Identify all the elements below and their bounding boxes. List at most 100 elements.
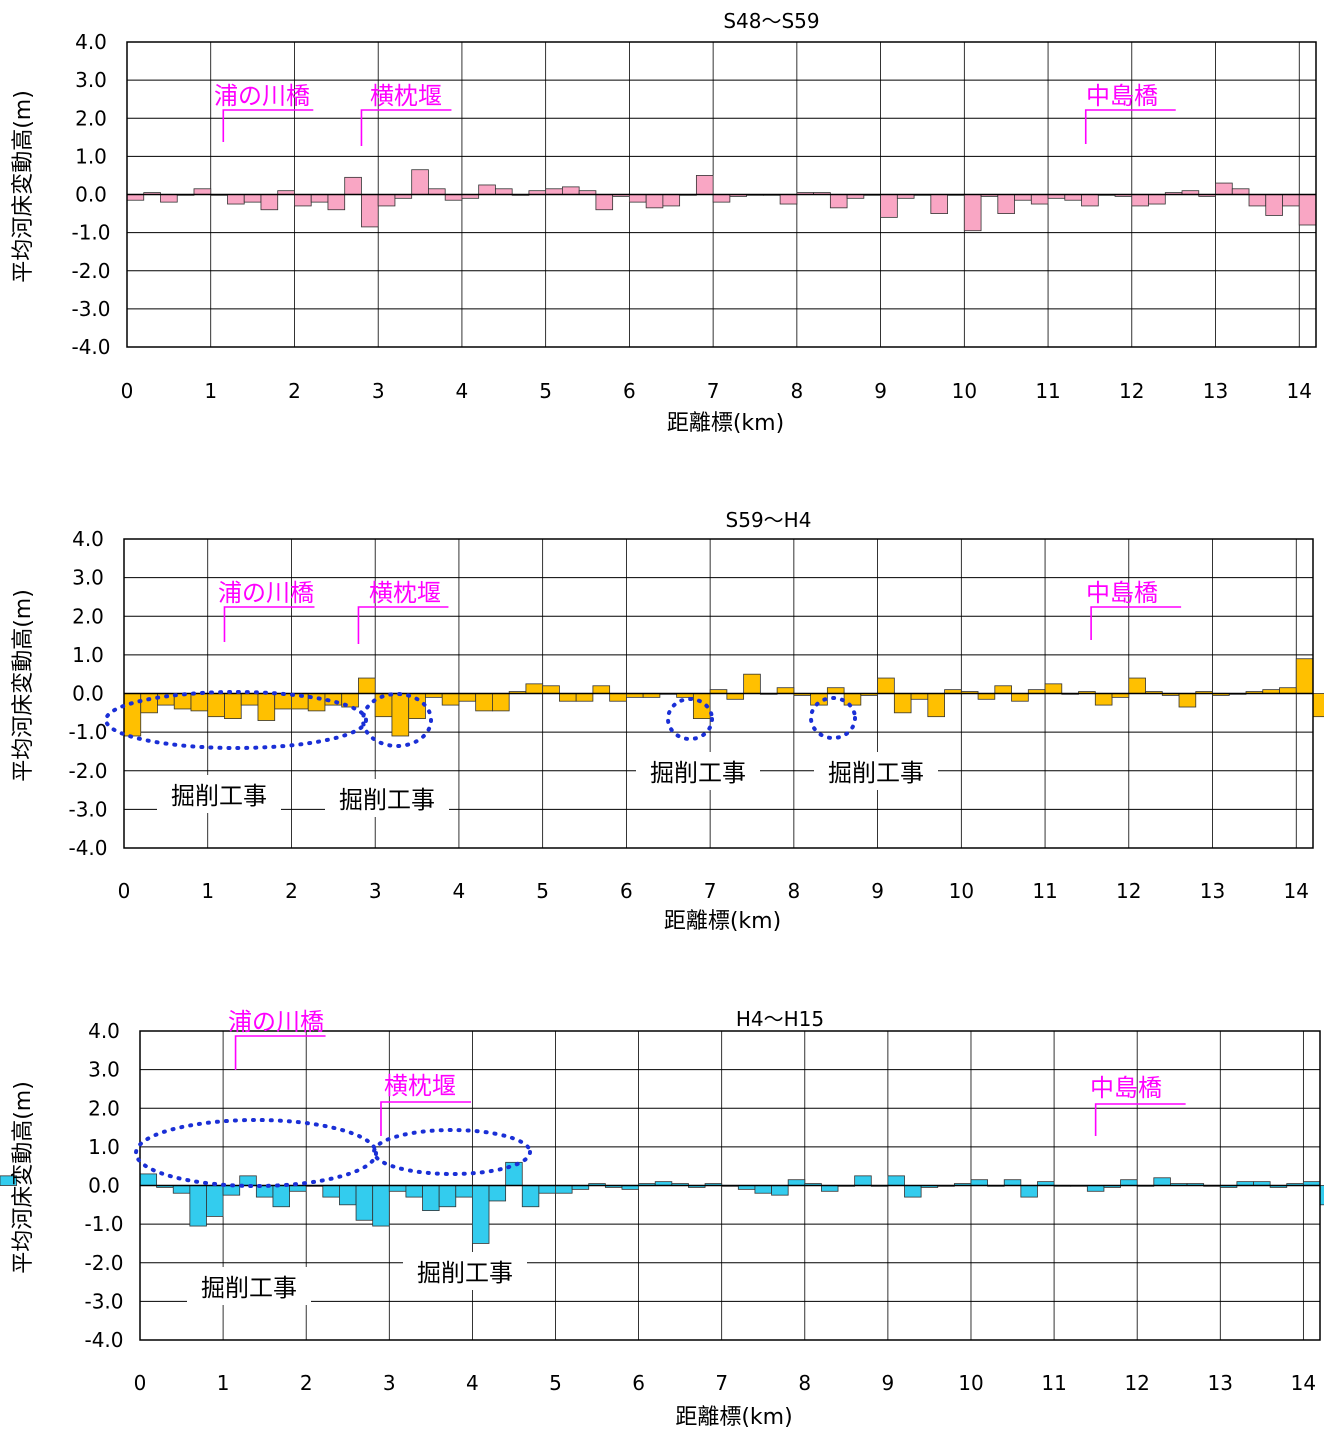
- landmark-uranokawa: 浦の川橋: [228, 1008, 326, 1070]
- bar: [240, 693, 259, 706]
- x-tick-label: 4: [456, 379, 469, 403]
- x-tick-label: 6: [623, 379, 636, 403]
- bar: [475, 693, 493, 712]
- landmark-yokomakura: 横枕堰: [357, 579, 449, 644]
- bar: [190, 693, 209, 712]
- bar: [1020, 1185, 1038, 1198]
- y-tick-label: 4.0: [88, 1019, 120, 1043]
- excavation-label-text: 掘削工事: [171, 782, 267, 810]
- excavation-label: 掘削工事: [325, 779, 449, 817]
- x-tick-label: 12: [1119, 379, 1144, 403]
- bar: [970, 1179, 989, 1186]
- landmark-yokomakura: 横枕堰: [380, 1072, 471, 1136]
- excavation-label: 掘削工事: [187, 1267, 311, 1305]
- excavation-ellipse: [104, 690, 368, 750]
- landmark-label: 浦の川橋: [218, 579, 314, 607]
- bar: [595, 194, 614, 211]
- bar: [405, 1185, 423, 1198]
- x-tick-label: 6: [620, 879, 633, 903]
- x-tick-label: 10: [952, 379, 977, 403]
- chart-title: S59～H4: [726, 508, 812, 532]
- excavation-label-bg: [325, 779, 449, 817]
- x-tick-label: 9: [871, 879, 884, 903]
- bar: [776, 687, 795, 694]
- bar: [904, 1185, 922, 1198]
- landmark-hook-line: [1090, 606, 1182, 640]
- landmark-hook-line: [222, 109, 314, 142]
- excavation-label-text: 掘削工事: [417, 1259, 513, 1287]
- bar: [358, 677, 376, 694]
- bar: [1312, 693, 1324, 718]
- landmark-yokomakura: 横枕堰: [360, 82, 452, 146]
- bar: [910, 693, 929, 700]
- bar: [344, 176, 362, 195]
- bar: [206, 1185, 224, 1217]
- x-tick-label: 9: [874, 379, 887, 403]
- bar: [438, 1185, 457, 1208]
- x-tick-label: 11: [1041, 1371, 1066, 1395]
- landmark-label: 中島橋: [1090, 1074, 1162, 1102]
- x-tick-label: 7: [704, 879, 717, 903]
- excavation-label-bg: [403, 1252, 527, 1290]
- bar: [224, 693, 242, 720]
- x-tick-label: 1: [201, 879, 214, 903]
- bar: [1148, 194, 1166, 205]
- bar: [645, 194, 664, 209]
- bar: [997, 194, 1015, 214]
- bar: [1153, 1177, 1171, 1186]
- bar: [1128, 677, 1146, 694]
- y-tick-label: 2.0: [72, 604, 104, 628]
- bar: [542, 685, 560, 694]
- landmark-nakajima: 中島橋: [1086, 579, 1182, 640]
- bar: [779, 194, 798, 205]
- excavation-label-bg: [636, 752, 760, 790]
- y-tick-label: 1.0: [72, 643, 104, 667]
- chart-2: 4.03.02.01.00.0-1.0-2.0-3.0-4.00 1 2 3 4 5 6 7 8…: [11, 508, 1324, 934]
- bar: [562, 186, 580, 195]
- landmark-label: 浦の川橋: [228, 1008, 324, 1036]
- bar: [743, 673, 761, 694]
- y-tick-label: 1.0: [88, 1135, 120, 1159]
- y-tick-label: 3.0: [75, 68, 107, 92]
- bar: [422, 1185, 440, 1212]
- x-tick-label: 5: [549, 1371, 562, 1395]
- x-tick-label: 5: [536, 879, 549, 903]
- x-tick-label: 0: [121, 379, 134, 403]
- y-tick-label: -3.0: [84, 1289, 123, 1313]
- x-tick-label: 7: [715, 1371, 728, 1395]
- bar: [994, 685, 1012, 694]
- y-tick-label: -1.0: [84, 1212, 123, 1236]
- excavation-label: 掘削工事: [403, 1252, 527, 1290]
- y-tick-label: 1.0: [75, 144, 107, 168]
- y-tick-label: 2.0: [75, 106, 107, 130]
- plot-frame: [139, 1030, 1321, 1341]
- bar: [575, 693, 594, 702]
- excavation-label: 掘削工事: [157, 775, 281, 813]
- bar: [322, 1185, 340, 1198]
- bar: [927, 693, 945, 718]
- x-tick-label: 14: [1291, 1371, 1316, 1395]
- x-tick-label: 8: [790, 379, 803, 403]
- y-axis-title: 平均河床変動高(m): [11, 90, 36, 283]
- bar: [1248, 194, 1267, 207]
- bar: [377, 194, 396, 207]
- landmark-label: 横枕堰: [369, 579, 441, 607]
- excavation-label-bg: [187, 1267, 311, 1305]
- landmark-hook-line: [223, 606, 315, 642]
- excavation-ellipse: [666, 697, 714, 741]
- bar: [355, 1185, 374, 1221]
- bar: [272, 1185, 290, 1208]
- bar: [1231, 188, 1250, 195]
- excavation-label-bg: [157, 775, 281, 813]
- x-tick-label: 8: [787, 879, 800, 903]
- bar: [592, 685, 611, 694]
- x-axis-title: 距離標(km): [664, 909, 781, 934]
- bar: [441, 693, 460, 706]
- bar: [854, 1175, 872, 1186]
- x-tick-label: 3: [383, 1371, 396, 1395]
- x-axis-title: 距離標(km): [675, 1405, 792, 1430]
- bar: [361, 194, 379, 228]
- bar: [372, 1185, 390, 1227]
- bar: [207, 693, 225, 718]
- y-tick-label: 3.0: [72, 566, 104, 590]
